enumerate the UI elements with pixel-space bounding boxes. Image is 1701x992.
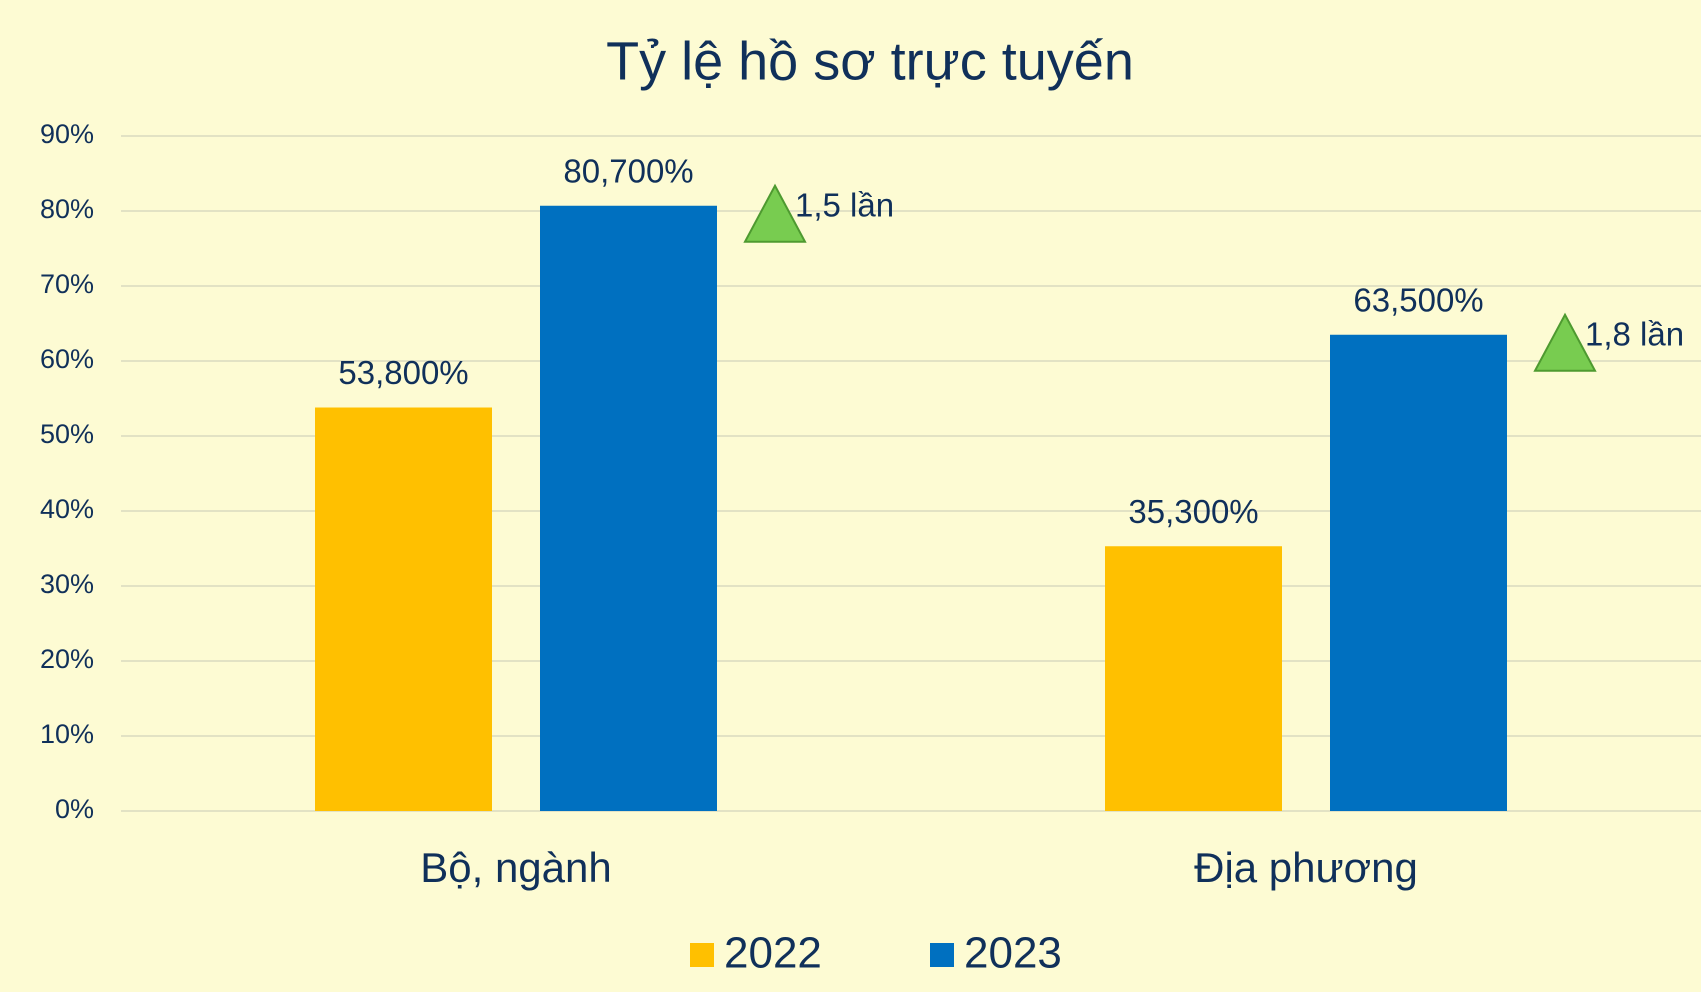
chart-title: Tỷ lệ hồ sơ trực tuyến bbox=[606, 31, 1134, 91]
value-label: 53,800% bbox=[338, 354, 468, 391]
value-label: 80,700% bbox=[563, 152, 693, 189]
x-tick-label: Địa phương bbox=[1194, 844, 1418, 891]
bar bbox=[540, 205, 717, 811]
bar bbox=[315, 407, 492, 811]
y-tick-label: 50% bbox=[40, 419, 94, 449]
y-tick-label: 70% bbox=[40, 269, 94, 299]
y-tick-label: 30% bbox=[40, 569, 94, 599]
legend-label: 2023 bbox=[964, 929, 1062, 978]
y-tick-label: 10% bbox=[40, 719, 94, 749]
y-tick-label: 20% bbox=[40, 644, 94, 674]
x-tick-label: Bộ, ngành bbox=[420, 844, 612, 891]
annotation: 1,8 lần bbox=[1585, 315, 1684, 352]
y-tick-label: 40% bbox=[40, 494, 94, 524]
y-tick-label: 60% bbox=[40, 344, 94, 374]
y-tick-label: 90% bbox=[40, 119, 94, 149]
legend-label: 2022 bbox=[724, 929, 822, 978]
value-label: 35,300% bbox=[1128, 493, 1258, 530]
value-label: 63,500% bbox=[1353, 281, 1483, 318]
legend-swatch bbox=[930, 943, 954, 967]
y-tick-label: 0% bbox=[55, 794, 94, 824]
y-tick-label: 80% bbox=[40, 194, 94, 224]
legend-swatch bbox=[690, 943, 714, 967]
increase-triangle bbox=[743, 183, 807, 243]
increase-triangle bbox=[1533, 312, 1597, 372]
annotation: 1,5 lần bbox=[795, 186, 894, 223]
bar bbox=[1330, 334, 1507, 811]
bar bbox=[1105, 546, 1282, 811]
